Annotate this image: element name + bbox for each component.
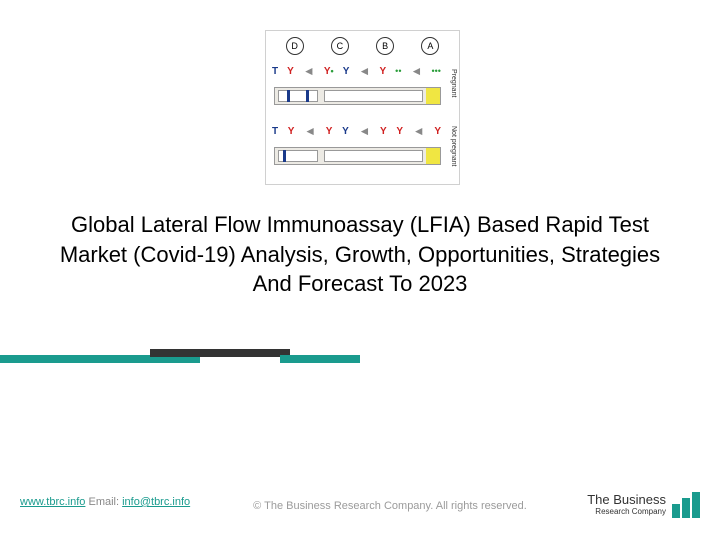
row-label-pregnant: Pregnant bbox=[450, 69, 457, 97]
stage-label: C bbox=[331, 37, 349, 55]
company-logo: The Business Research Company bbox=[587, 492, 700, 518]
footer-contact: www.tbrc.info Email: info@tbrc.info bbox=[20, 496, 190, 508]
stage-label: D bbox=[286, 37, 304, 55]
copyright-text: © The Business Research Company. All rig… bbox=[245, 499, 535, 514]
logo-bar bbox=[692, 492, 700, 518]
stage-label: A bbox=[421, 37, 439, 55]
logo-bars-icon bbox=[672, 492, 700, 518]
stripe bbox=[150, 349, 290, 357]
logo-line2: Research Company bbox=[587, 508, 666, 517]
website-link[interactable]: www.tbrc.info bbox=[20, 496, 85, 508]
stripe bbox=[280, 355, 360, 363]
slide-title: Global Lateral Flow Immunoassay (LFIA) B… bbox=[40, 210, 680, 299]
logo-line1: The Business bbox=[587, 493, 666, 507]
test-strip-negative bbox=[274, 147, 441, 165]
test-strip-positive bbox=[274, 87, 441, 105]
logo-bar bbox=[672, 504, 680, 518]
email-link[interactable]: info@tbrc.info bbox=[122, 496, 190, 508]
lfia-diagram: D C B A TY ◄ Y•Y ◄ Y•• ◄ ••• Pregnant TY… bbox=[265, 30, 460, 185]
stage-label: B bbox=[376, 37, 394, 55]
logo-bar bbox=[682, 498, 690, 518]
diagram-row-not-pregnant: TY ◄ YY ◄ YY ◄ Y bbox=[272, 119, 441, 143]
diagram-row-pregnant: TY ◄ Y•Y ◄ Y•• ◄ ••• bbox=[272, 59, 441, 83]
email-label: Email: bbox=[88, 496, 119, 508]
row-label-not-pregnant: Not pregnant bbox=[450, 126, 457, 166]
